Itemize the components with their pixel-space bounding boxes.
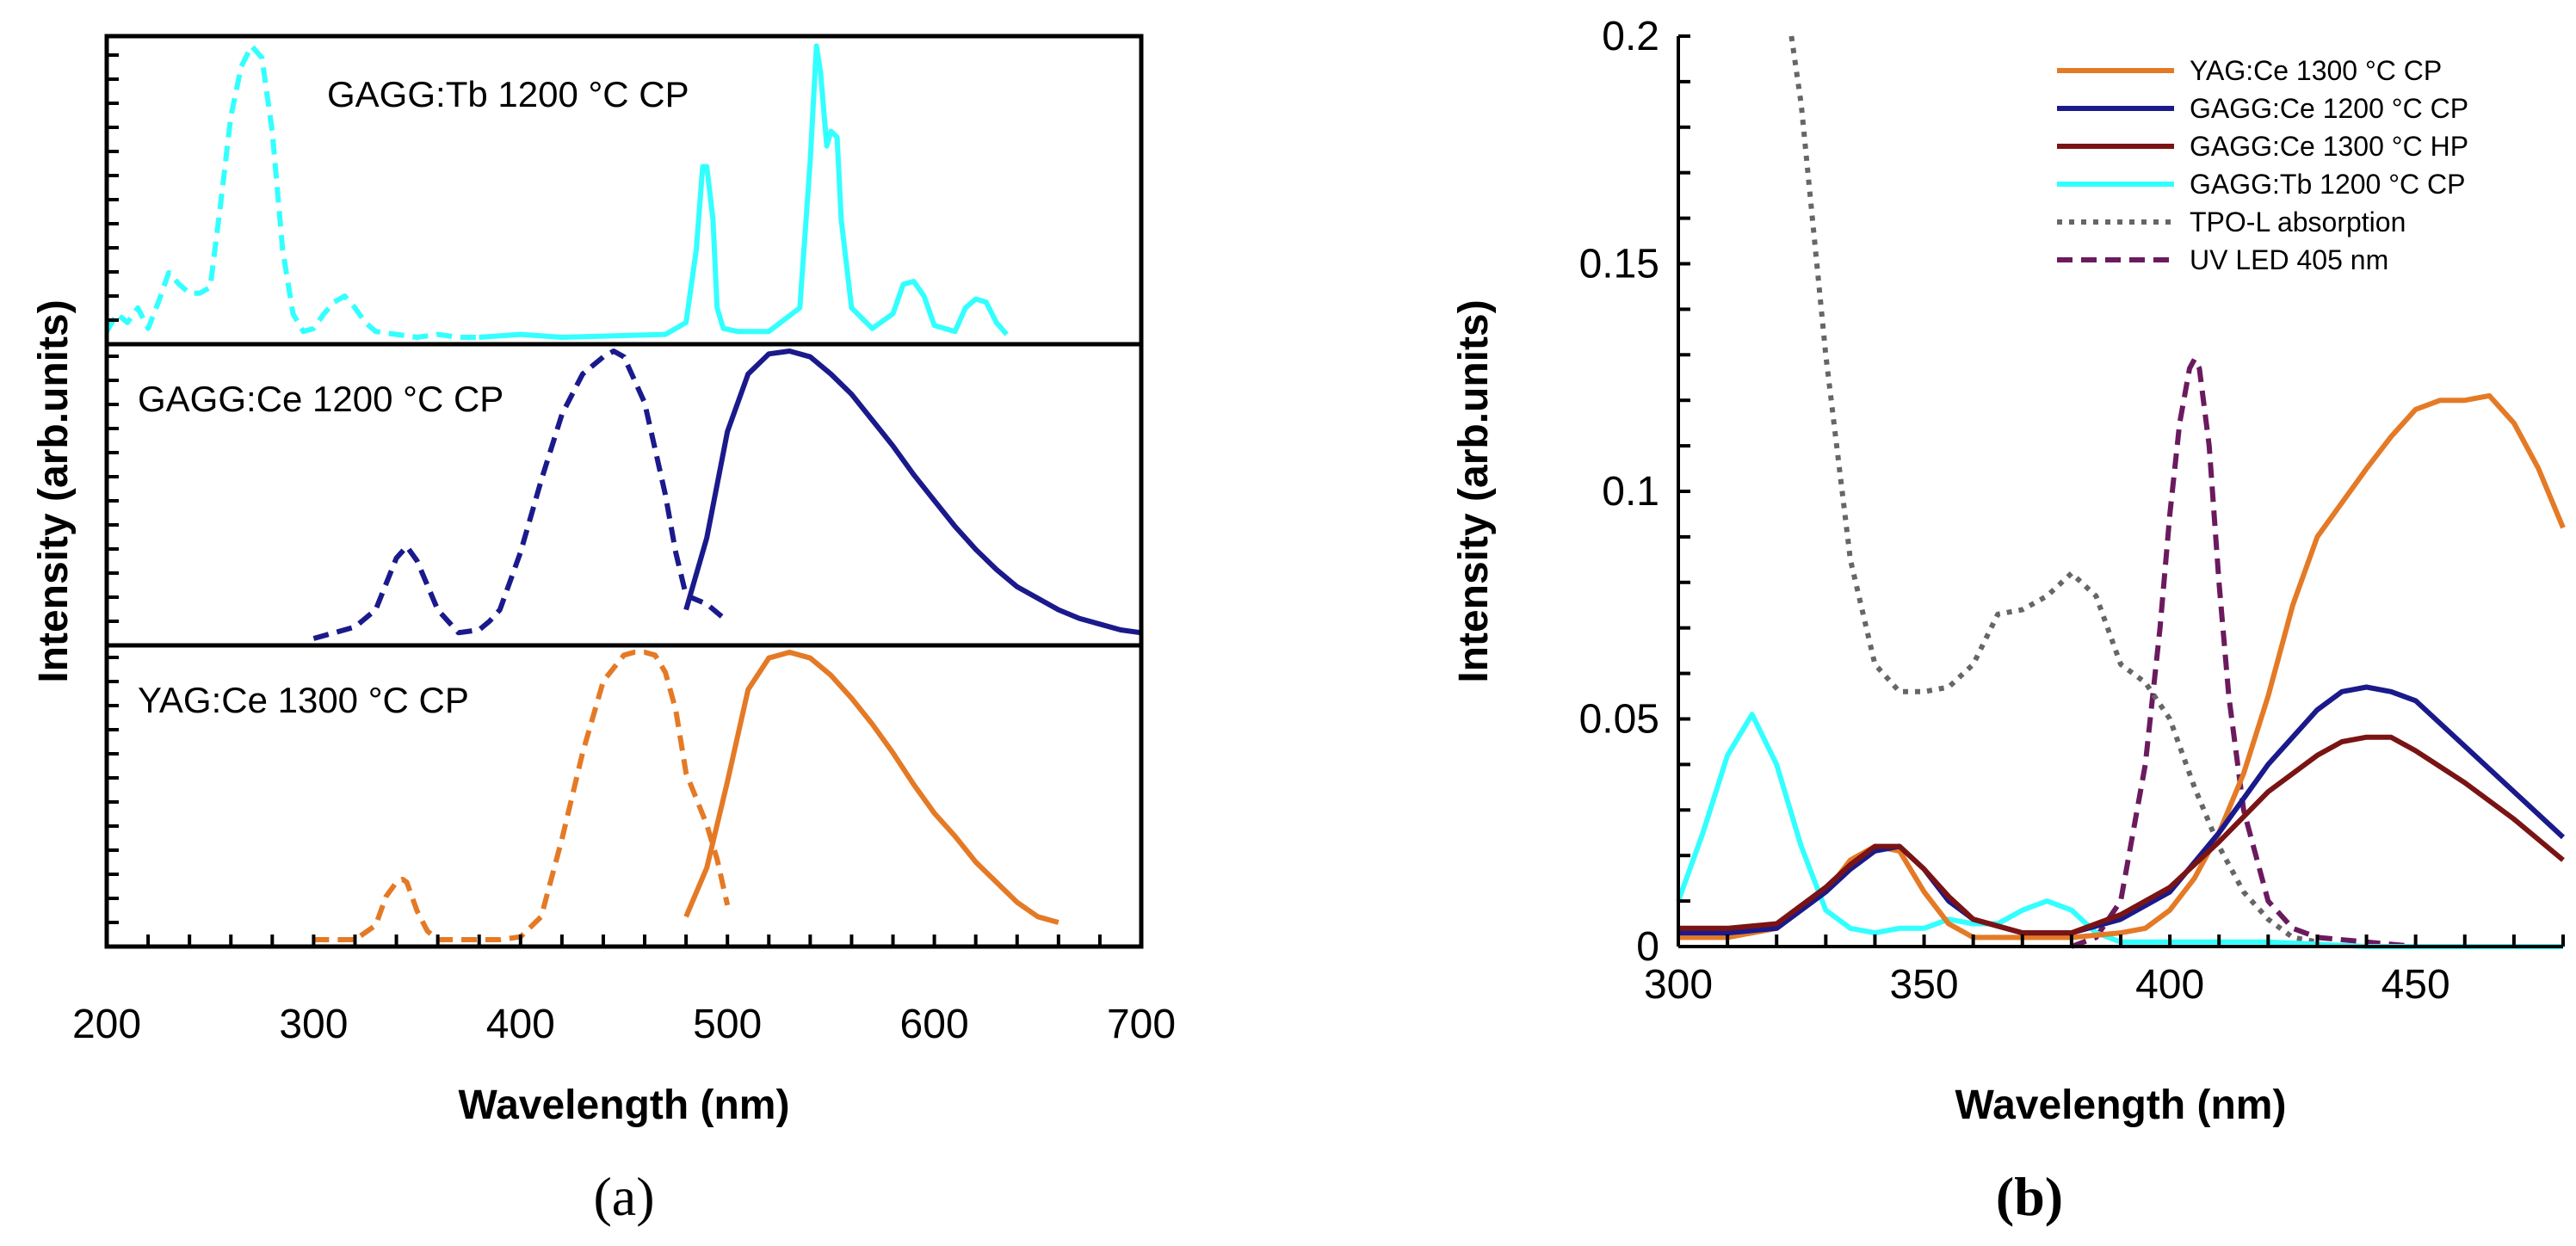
- series-gagg-ce-1200-c-cp-emission: [683, 349, 1142, 636]
- y-tick-label: 0.1: [1602, 469, 1659, 515]
- x-tick-label: 400: [2135, 962, 2204, 1008]
- x-tick-label: 300: [1644, 962, 1713, 1008]
- panel-b-y-axis-title: Intensity (arb.units): [1451, 299, 1497, 682]
- x-tick-label: 700: [1107, 1002, 1176, 1047]
- y-tick-label: 0.2: [1602, 14, 1659, 59]
- panel-b-x-axis-title: Wavelength (nm): [1955, 1083, 2287, 1128]
- x-tick-label: 350: [1890, 962, 1959, 1008]
- panel-b-y-tick-labels: 0 0.05 0.1 0.15 0.2: [1579, 14, 1659, 970]
- band-label-gagg-ce: GAGG:Ce 1200 °C CP: [138, 379, 503, 419]
- series-yag-ce-1300-c-cp-emission: [683, 650, 1059, 925]
- x-tick-label: 300: [279, 1002, 348, 1047]
- panel-a-plot-frame: [104, 34, 1144, 949]
- series-gagg-tb-1200-c-cp-emission: [479, 43, 1009, 340]
- panel-a-y-axis-title: Intensity (arb.units): [31, 299, 77, 682]
- legend-label-yag-ce-1300-c-cp: YAG:Ce 1300 °C CP: [2190, 55, 2442, 86]
- panel-a-x-axis-title: Wavelength (nm): [459, 1083, 790, 1128]
- panel-b-legend: YAG:Ce 1300 °C CP GAGG:Ce 1200 °C CP GAGG:…: [2057, 55, 2468, 275]
- legend-label-gagg-ce-1300-c-hp: GAGG:Ce 1300 °C HP: [2190, 131, 2468, 162]
- band-label-yag-ce: YAG:Ce 1300 °C CP: [138, 680, 469, 720]
- y-tick-label: 0: [1636, 924, 1659, 970]
- panel-b-x-tick-labels: 300 350 400 450: [1644, 962, 2450, 1008]
- panel-b-caption-label: (b): [1996, 1166, 2063, 1227]
- y-tick-label: 0.15: [1579, 242, 1659, 287]
- series-tpo-l-absorption: [1788, 35, 2318, 945]
- series-yag-ce-1300-c-cp-excitation: [313, 650, 731, 942]
- panel-b-chart: 300 350 400 450 0 0.05 0.1 0.15 0.2 YAG:Ce 1300…: [1451, 14, 2566, 1227]
- legend-label-uv-led-405-nm: UV LED 405 nm: [2190, 244, 2388, 275]
- x-tick-label: 600: [900, 1002, 969, 1047]
- panel-a-caption-label: (a): [593, 1166, 654, 1227]
- x-tick-label: 500: [693, 1002, 762, 1047]
- y-tick-label: 0.05: [1579, 697, 1659, 743]
- legend-label-tpo-l-absorption: TPO-L absorption: [2190, 207, 2406, 237]
- series-gagg-ce-1200-c-cp-excitation: [312, 349, 730, 641]
- panel-a-curves: [104, 43, 1142, 942]
- series-gagg-tb-1200-c-cp-excitation: [104, 43, 479, 340]
- x-tick-label: 400: [486, 1002, 555, 1047]
- series-gagg-tb-1200-c-cp: [1676, 712, 2563, 949]
- panel-b-ticks: [1678, 34, 2565, 947]
- x-tick-label: 200: [72, 1002, 141, 1047]
- panel-a-chart: 200 300 400 500 600 700 GAGG:Tb 1200 °C CP GA…: [31, 34, 1176, 1227]
- legend-label-gagg-ce-1200-c-cp: GAGG:Ce 1200 °C CP: [2190, 93, 2468, 124]
- panel-a-x-tick-labels: 200 300 400 500 600 700: [72, 1002, 1176, 1047]
- x-tick-label: 450: [2381, 962, 2450, 1008]
- band-label-gagg-tb: GAGG:Tb 1200 °C CP: [327, 74, 689, 114]
- panel-b-curves: [1676, 35, 2566, 949]
- series-gagg-ce-1300-c-hp: [1678, 734, 2565, 936]
- legend-label-gagg-tb-1200-c-cp: GAGG:Tb 1200 °C CP: [2190, 169, 2465, 200]
- series-uv-led-405-nm: [2070, 356, 2416, 949]
